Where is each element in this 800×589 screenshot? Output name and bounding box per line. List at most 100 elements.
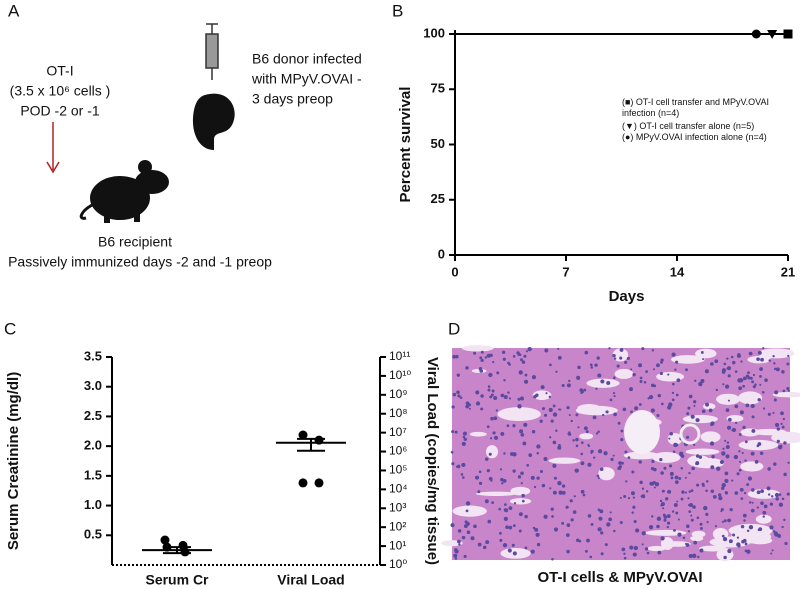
nucleus <box>660 504 663 507</box>
nucleus <box>762 347 765 350</box>
nucleus <box>778 493 782 496</box>
tubule <box>577 404 601 413</box>
nucleus <box>629 387 633 392</box>
nucleus <box>680 466 684 470</box>
nucleus <box>454 430 458 434</box>
nucleus <box>756 490 761 495</box>
nucleus <box>606 522 611 527</box>
y2-tick-label: 10⁸ <box>389 406 407 420</box>
nucleus <box>521 360 526 364</box>
nucleus <box>668 437 671 440</box>
y2-tick-label: 10¹⁰ <box>389 368 411 382</box>
nucleus <box>724 384 730 389</box>
nucleus <box>691 466 695 471</box>
nucleus <box>645 490 649 493</box>
nucleus <box>775 367 780 372</box>
nucleus <box>651 459 655 464</box>
nucleus <box>531 429 536 434</box>
nucleus <box>623 556 627 560</box>
nucleus <box>532 526 536 530</box>
nucleus <box>695 418 700 423</box>
nucleus <box>520 396 524 401</box>
marker <box>767 30 778 39</box>
nucleus <box>479 356 483 360</box>
nucleus <box>734 370 738 373</box>
nucleus <box>455 354 459 359</box>
nucleus <box>764 378 768 382</box>
nucleus <box>457 394 461 398</box>
nucleus <box>633 520 637 524</box>
legend-entry: (■) OT-I cell transfer and MPyV.OVAI inf… <box>622 97 769 118</box>
tubule <box>485 445 499 459</box>
nucleus <box>705 480 709 483</box>
nucleus <box>759 374 762 378</box>
nucleus <box>675 393 679 397</box>
nucleus <box>619 496 622 500</box>
data-point <box>314 478 324 488</box>
y-tick-label: 50 <box>431 136 445 151</box>
nucleus <box>557 355 562 360</box>
nucleus <box>662 507 665 510</box>
nucleus <box>530 475 535 480</box>
nucleus <box>643 380 647 384</box>
nucleus <box>676 500 679 503</box>
nucleus <box>533 394 537 399</box>
nucleus <box>606 380 611 385</box>
recipient-text: B6 recipient <box>98 234 172 250</box>
nucleus <box>774 390 779 395</box>
nucleus <box>772 355 775 358</box>
vessel <box>679 423 701 445</box>
nucleus <box>462 476 465 479</box>
tubule <box>695 348 717 359</box>
nucleus <box>745 403 750 408</box>
tubule <box>757 348 795 359</box>
y-tick-label: 2.0 <box>84 438 102 453</box>
nucleus <box>781 525 784 529</box>
nucleus <box>503 516 508 521</box>
nucleus <box>639 376 643 380</box>
nucleus <box>721 486 725 490</box>
nucleus <box>553 476 557 480</box>
nucleus <box>566 406 570 410</box>
nucleus <box>509 452 514 456</box>
nucleus <box>738 450 741 453</box>
nucleus <box>774 492 780 498</box>
tubule <box>670 355 705 364</box>
nucleus <box>631 470 635 474</box>
nucleus <box>631 511 634 514</box>
nucleus <box>452 354 456 359</box>
syringe <box>205 23 219 80</box>
nucleus <box>528 453 533 458</box>
nucleus <box>490 416 494 421</box>
nucleus <box>632 552 637 557</box>
donor-text: 3 days preop <box>252 91 333 107</box>
nucleus <box>759 383 762 386</box>
nucleus <box>508 397 512 400</box>
nucleus <box>688 502 693 507</box>
nucleus <box>504 508 509 513</box>
nucleus <box>486 425 490 429</box>
nucleus <box>743 376 747 381</box>
nucleus <box>580 461 585 466</box>
nucleus <box>545 392 548 395</box>
nucleus <box>561 490 566 495</box>
nucleus <box>718 496 723 501</box>
nucleus <box>462 435 466 439</box>
nucleus <box>687 530 691 533</box>
nucleus <box>752 373 755 377</box>
nucleus <box>536 542 541 547</box>
nucleus <box>577 426 580 429</box>
arrow-head <box>46 161 60 174</box>
nucleus <box>686 412 690 416</box>
ot-text: POD -2 or -1 <box>20 103 100 119</box>
nucleus <box>680 454 685 458</box>
nucleus <box>767 493 771 496</box>
nucleus <box>596 474 600 478</box>
nucleus <box>705 512 709 516</box>
nucleus <box>592 415 597 420</box>
nucleus <box>715 388 719 392</box>
nucleus <box>748 351 753 356</box>
nucleus <box>660 536 665 541</box>
nucleus <box>613 529 616 533</box>
nucleus <box>588 445 591 448</box>
